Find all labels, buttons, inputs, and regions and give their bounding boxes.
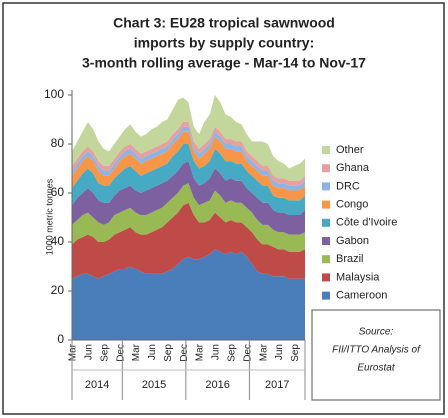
x-tick-label: Mar — [68, 343, 79, 361]
area — [72, 144, 305, 216]
x-tick-label: Jun — [274, 344, 285, 360]
x-group-label: 2016 — [205, 379, 229, 391]
y-tick-label: 80 — [51, 136, 65, 150]
x-tick-label: Sep — [99, 344, 110, 362]
legend-label: Brazil — [336, 253, 364, 265]
x-tick-label: Sep — [163, 344, 174, 362]
legend-swatch — [322, 273, 330, 282]
x-tick-label: Dec — [179, 344, 190, 362]
source: Eurostat — [357, 363, 395, 374]
x-tick-label: Dec — [242, 344, 253, 362]
legend-label: Cameroon — [336, 290, 387, 302]
x-group-label: 2015 — [142, 379, 166, 391]
legend-label: Ghana — [336, 162, 370, 174]
legend-swatch — [322, 255, 330, 264]
x-tick-label: Jun — [84, 344, 95, 360]
source: Source: — [359, 327, 394, 338]
x-tick-label: Mar — [195, 343, 206, 361]
x-tick-label: Mar — [258, 343, 269, 361]
y-tick-label: 20 — [51, 283, 65, 297]
chart-title: 3-month rolling average - Mar-14 to Nov-… — [82, 55, 366, 71]
area — [72, 161, 305, 235]
chart-title: imports by supply country: — [134, 35, 314, 51]
y-tick-label: 60 — [51, 185, 65, 199]
x-tick-label: Jun — [211, 344, 222, 360]
legend-swatch — [322, 182, 330, 191]
x-tick-label: Jun — [147, 344, 158, 360]
y-axis-label: 1000 metric tonnes — [44, 178, 54, 255]
legend-swatch — [322, 164, 330, 173]
legend-swatch — [322, 291, 330, 300]
y-tick-label: 100 — [44, 87, 64, 101]
legend-swatch — [322, 237, 330, 245]
area — [72, 126, 305, 191]
legend-label: Côte d'Ivoire — [336, 217, 397, 229]
legend-label: Other — [336, 144, 364, 156]
x-tick-label: Mar — [131, 343, 142, 361]
source-box — [311, 309, 441, 401]
chart-title: Chart 3: EU28 tropical sawnwood — [113, 15, 335, 31]
y-tick-label: 40 — [51, 234, 65, 248]
legend-label: Gabon — [336, 235, 369, 247]
legend-label: Congo — [336, 199, 368, 211]
legend-swatch — [322, 146, 330, 154]
area — [72, 131, 305, 201]
legend-swatch — [322, 218, 330, 227]
legend-label: DRC — [336, 180, 360, 192]
x-tick-label: Sep — [227, 344, 238, 362]
y-tick-label: 0 — [57, 332, 64, 346]
area — [72, 202, 305, 279]
x-tick-label: Sep — [290, 344, 301, 362]
area — [72, 249, 305, 340]
x-group-label: 2014 — [85, 379, 109, 391]
legend-swatch — [322, 200, 330, 209]
x-group-label: 2017 — [265, 379, 289, 391]
area — [72, 121, 305, 186]
area — [72, 95, 305, 181]
x-tick-label: Dec — [115, 344, 126, 362]
source: FII/ITTO Analysis of — [332, 345, 421, 356]
area — [72, 183, 305, 252]
legend-label: Malaysia — [336, 271, 380, 283]
